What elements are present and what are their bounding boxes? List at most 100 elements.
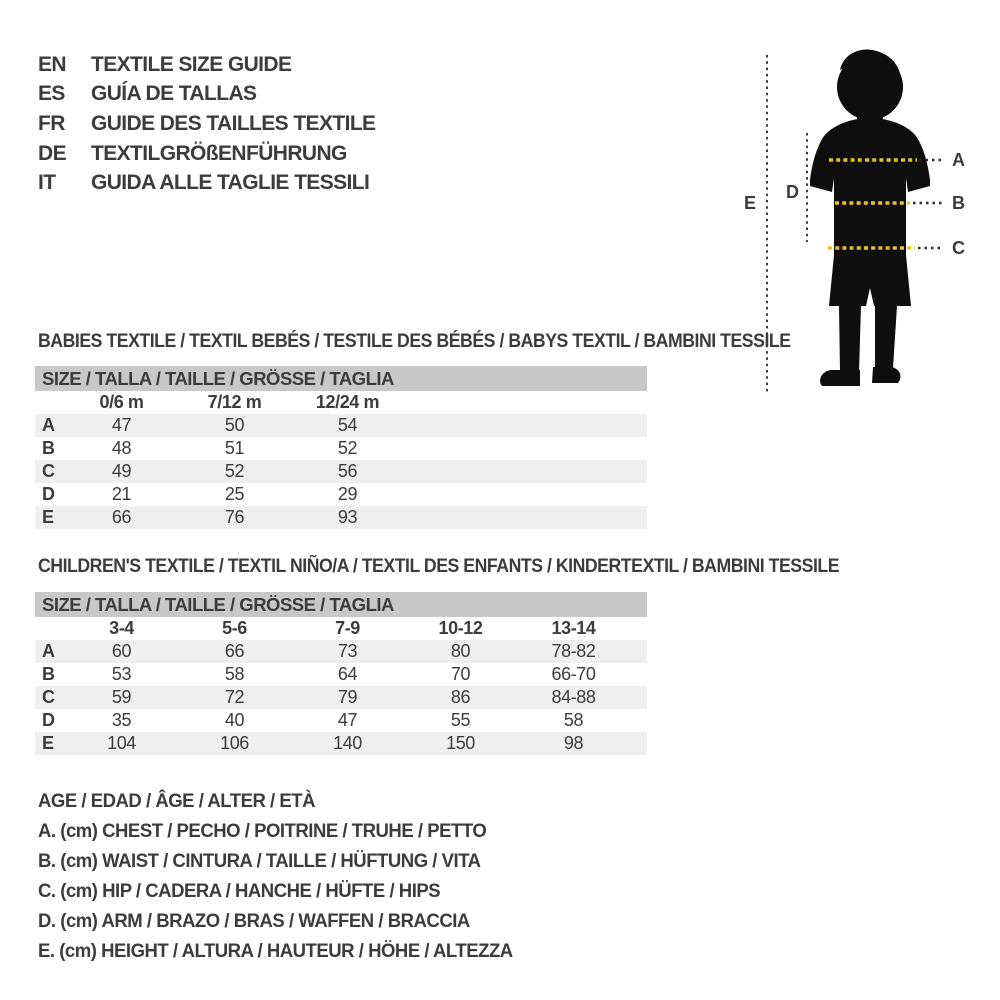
legend-chest: A. (cm) CHEST / PECHO / POITRINE / TRUHE… bbox=[38, 819, 487, 842]
cell-value: 52 bbox=[337, 438, 358, 458]
cell-value: 104 bbox=[107, 733, 136, 753]
lang-row-de: DE TEXTILGRÖßENFÜHRUNG bbox=[38, 139, 375, 169]
babies-table-size-header: SIZE / TALLA / TAILLE / GRÖSSE / TAGLIA bbox=[35, 366, 647, 391]
cell-value: 56 bbox=[337, 461, 358, 481]
babies-size-table: SIZE / TALLA / TAILLE / GRÖSSE / TAGLIA … bbox=[35, 366, 647, 529]
cell-value: 47 bbox=[337, 710, 358, 730]
cell-value: 73 bbox=[337, 641, 358, 661]
cell-value: 25 bbox=[224, 484, 245, 504]
row-label: B bbox=[42, 438, 55, 458]
age-column: 13-14 bbox=[551, 618, 596, 638]
cell-value: 29 bbox=[337, 484, 358, 504]
cell-value: 53 bbox=[111, 664, 132, 684]
cell-value: 79 bbox=[337, 687, 358, 707]
cell-value: 60 bbox=[111, 641, 132, 661]
cell-value: 66 bbox=[224, 641, 245, 661]
cell-value: 55 bbox=[450, 710, 471, 730]
age-column: 5-6 bbox=[222, 618, 247, 638]
lang-title: TEXTILGRÖßENFÜHRUNG bbox=[91, 141, 347, 165]
age-column: 12/24 m bbox=[315, 392, 380, 412]
cell-value: 51 bbox=[224, 438, 245, 458]
babies-section-heading: BABIES TEXTILE / TEXTIL BEBÉS / TESTILE … bbox=[38, 331, 791, 352]
measurement-legend: AGE / EDAD / ÂGE / ALTER / ETÀ A. (cm) C… bbox=[38, 786, 538, 966]
cell-value: 66-70 bbox=[551, 664, 596, 684]
lang-code: EN bbox=[38, 52, 67, 76]
figure-label-d: D bbox=[786, 182, 799, 202]
cell-value: 64 bbox=[337, 664, 358, 684]
child-silhouette bbox=[810, 49, 930, 386]
table-row: A 60 66 73 80 78-82 bbox=[35, 640, 647, 663]
cell-value: 72 bbox=[224, 687, 245, 707]
lang-title: GUIDE DES TAILLES TEXTILE bbox=[91, 111, 376, 135]
table-row: E 104 106 140 150 98 bbox=[35, 732, 647, 755]
lang-code: DE bbox=[38, 141, 67, 165]
table-row: D 21 25 29 bbox=[35, 483, 647, 506]
legend-waist: B. (cm) WAIST / CINTURA / TAILLE / HÜFTU… bbox=[38, 849, 481, 872]
legend-hip: C. (cm) HIP / CADERA / HANCHE / HÜFTE / … bbox=[38, 879, 441, 902]
measurement-figure: A B C D E bbox=[712, 40, 997, 400]
babies-age-columns-row: 0/6 m 7/12 m 12/24 m bbox=[35, 391, 647, 414]
row-label: A bbox=[42, 415, 55, 435]
legend-arm: D. (cm) ARM / BRAZO / BRAS / WAFFEN / BR… bbox=[38, 909, 470, 932]
figure-label-a: A bbox=[952, 150, 965, 170]
lang-code: IT bbox=[38, 171, 56, 195]
children-size-table: SIZE / TALLA / TAILLE / GRÖSSE / TAGLIA … bbox=[35, 592, 647, 755]
row-label: B bbox=[42, 664, 55, 684]
cell-value: 150 bbox=[446, 733, 475, 753]
cell-value: 86 bbox=[450, 687, 471, 707]
cell-value: 98 bbox=[563, 733, 584, 753]
age-column: 10-12 bbox=[438, 618, 483, 638]
cell-value: 59 bbox=[111, 687, 132, 707]
cell-value: 50 bbox=[224, 415, 245, 435]
lang-code: ES bbox=[38, 82, 65, 106]
cell-value: 49 bbox=[111, 461, 132, 481]
table-row: A 47 50 54 bbox=[35, 414, 647, 437]
cell-value: 93 bbox=[337, 507, 358, 527]
lang-row-en: EN TEXTILE SIZE GUIDE bbox=[38, 50, 375, 80]
cell-value: 80 bbox=[450, 641, 471, 661]
lang-title: GUIDA ALLE TAGLIE TESSILI bbox=[91, 171, 370, 195]
lang-title: GUÍA DE TALLAS bbox=[91, 82, 257, 106]
cell-value: 76 bbox=[224, 507, 245, 527]
row-label: A bbox=[42, 641, 55, 661]
table-row: B 48 51 52 bbox=[35, 437, 647, 460]
cell-value: 140 bbox=[333, 733, 362, 753]
language-title-block: EN TEXTILE SIZE GUIDE ES GUÍA DE TALLAS … bbox=[38, 50, 376, 198]
legend-age: AGE / EDAD / ÂGE / ALTER / ETÀ bbox=[38, 789, 316, 812]
children-table-size-header: SIZE / TALLA / TAILLE / GRÖSSE / TAGLIA bbox=[35, 592, 647, 617]
cell-value: 21 bbox=[111, 484, 132, 504]
cell-value: 70 bbox=[450, 664, 471, 684]
table-row: B 53 58 64 70 66-70 bbox=[35, 663, 647, 686]
row-label: D bbox=[42, 484, 55, 504]
cell-value: 54 bbox=[337, 415, 358, 435]
lang-row-es: ES GUÍA DE TALLAS bbox=[38, 80, 375, 110]
child-silhouette-illustration: A B C D E bbox=[744, 49, 965, 392]
cell-value: 40 bbox=[224, 710, 245, 730]
lang-row-it: IT GUIDA ALLE TAGLIE TESSILI bbox=[38, 168, 375, 198]
cell-value: 52 bbox=[224, 461, 245, 481]
cell-value: 78-82 bbox=[551, 641, 596, 661]
age-column: 0/6 m bbox=[99, 392, 144, 412]
age-column: 3-4 bbox=[109, 618, 134, 638]
figure-label-c: C bbox=[952, 238, 965, 258]
row-label: E bbox=[42, 507, 54, 527]
row-label: C bbox=[42, 461, 55, 481]
cell-value: 66 bbox=[111, 507, 132, 527]
cell-value: 84-88 bbox=[551, 687, 596, 707]
table-row: E 66 76 93 bbox=[35, 506, 647, 529]
children-section-heading: CHILDREN'S TEXTILE / TEXTIL NIÑO/A / TEX… bbox=[38, 556, 840, 577]
lang-title: TEXTILE SIZE GUIDE bbox=[91, 52, 292, 76]
lang-code: FR bbox=[38, 111, 65, 135]
cell-value: 48 bbox=[111, 438, 132, 458]
table-row: C 49 52 56 bbox=[35, 460, 647, 483]
cell-value: 58 bbox=[563, 710, 584, 730]
legend-height: E. (cm) HEIGHT / ALTURA / HAUTEUR / HÖHE… bbox=[38, 939, 513, 962]
row-label: D bbox=[42, 710, 55, 730]
children-age-columns-row: 3-4 5-6 7-9 10-12 13-14 bbox=[35, 617, 647, 640]
cell-value: 58 bbox=[224, 664, 245, 684]
figure-label-b: B bbox=[952, 193, 965, 213]
table-row: D 35 40 47 55 58 bbox=[35, 709, 647, 732]
lang-row-fr: FR GUIDE DES TAILLES TEXTILE bbox=[38, 109, 376, 139]
age-column: 7/12 m bbox=[207, 392, 262, 412]
